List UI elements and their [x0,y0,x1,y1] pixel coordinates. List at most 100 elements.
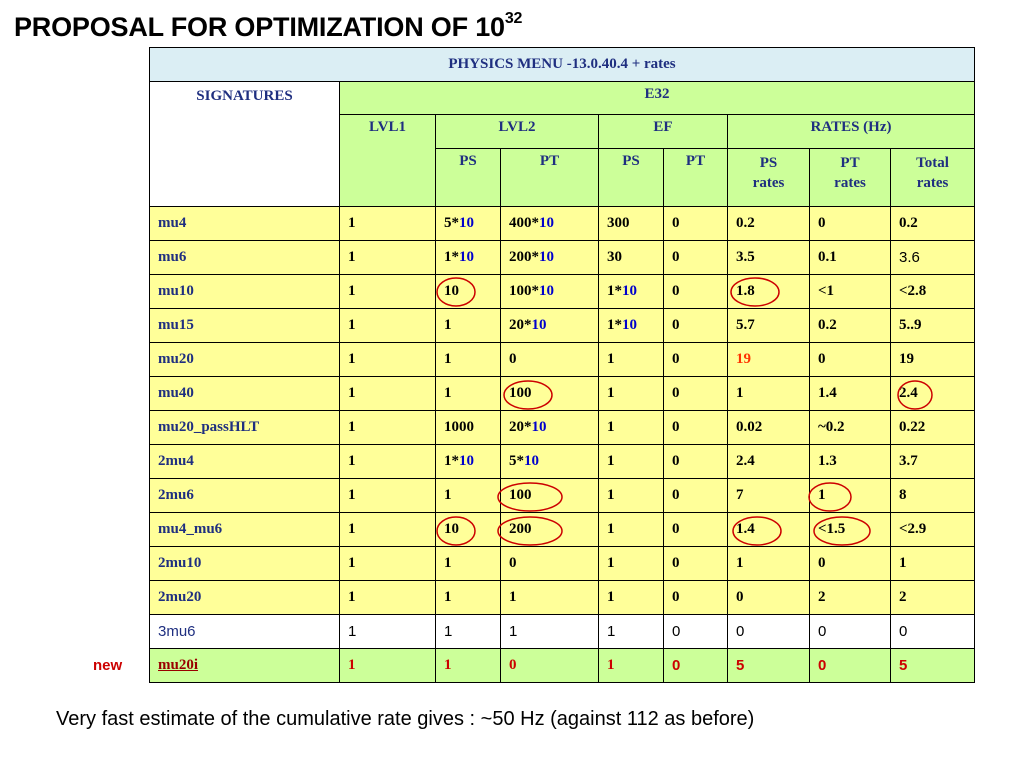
ef-ps-cell: 1 [598,478,664,513]
pt-rate-cell: 0 [809,342,891,377]
lvl2-ps-cell: 1000 [435,410,501,445]
lvl2-ps-cell: 1 [435,648,501,683]
lvl2-pt-cell: 400*10 [500,206,599,241]
lvl2-pt-cell: 1 [500,580,599,615]
ef-ps-cell: 1 [598,410,664,445]
pt-rate-cell: 1.3 [809,444,891,479]
signature-cell: mu20i [149,648,340,683]
ef-pt-cell: 0 [663,376,728,411]
ef-ps-cell: 1 [598,512,664,547]
lvl1-cell: 1 [339,444,436,479]
total-rate-cell: <2.8 [889,274,976,309]
lvl1-header: LVL1 [339,114,436,207]
table-row: mu6 1 1*10 200*10 30 0 3.5 0.1 3.6 [149,240,976,275]
table-row: mu4 1 5*10 400*10 300 0 0.2 0 0.2 [149,206,976,241]
ef-ps-cell: 1 [598,376,664,411]
table-row: 2mu4 1 1*10 5*10 1 0 2.4 1.3 3.7 [149,444,976,479]
lvl2-pt-cell: 20*10 [500,308,599,343]
signature-cell: mu15 [149,308,340,343]
total-rate-cell: 0.2 [889,206,976,241]
ps-rate-cell: 5.7 [727,308,810,343]
lvl1-cell: 1 [339,410,436,445]
lvl1-cell: 1 [339,206,436,241]
lvl1-cell: 1 [339,274,436,309]
rates-header: RATES (Hz) [726,114,976,149]
ef-ps-cell: 1*10 [598,308,664,343]
ef-pt-cell: 0 [663,444,728,479]
ef-pt-cell: 0 [663,512,728,547]
ef-pt-cell: 0 [663,410,728,445]
lvl2-ps-cell: 5*10 [435,206,501,241]
ps-rate-cell: 0.02 [727,410,810,445]
pt-rate-cell: 0 [809,206,891,241]
lvl2-ps-cell: 1 [435,308,501,343]
lvl1-cell: 1 [339,648,436,683]
lvl2-ps-cell: 10 [435,512,501,547]
pt-rate-cell: 0 [809,648,891,683]
lvl1-cell: 1 [339,308,436,343]
table-row: mu4_mu6 1 10 200 1 0 1.4 <1.5 <2.9 [149,512,976,547]
pt-rate-cell: 0.1 [809,240,891,275]
ps-rate-cell: 1 [727,376,810,411]
ef-pt-cell: 0 [663,342,728,377]
pt-rate-cell: <1.5 [809,512,891,547]
total-rate-cell: 0.22 [889,410,976,445]
ps-rate-cell: 2.4 [727,444,810,479]
total-rate-cell: 1 [889,546,976,581]
lvl2-ps-cell: 1 [435,546,501,581]
ps-rate-cell: 1.4 [727,512,810,547]
pt-rates-header: PT rates [809,148,891,207]
ef-pt-cell: 0 [663,580,728,615]
table-row: 2mu20 1 1 1 1 0 0 2 2 [149,580,976,615]
lvl2-header: LVL2 [435,114,599,149]
table-row: mu15 1 1 20*10 1*10 0 5.7 0.2 5..9 [149,308,976,343]
ps-rates-header: PS rates [727,148,810,207]
table-row: mu40 1 1 100 1 0 1 1.4 2.4 [149,376,976,411]
physics-menu-table: PHYSICS MENU -13.0.40.4 + rates SIGNATUR… [148,47,976,683]
signature-cell: mu10 [149,274,340,309]
ps-rate-cell: 3.5 [727,240,810,275]
total-rate-cell: 0 [889,614,976,649]
signature-cell: 2mu6 [149,478,340,513]
ps-rate-cell: 0 [727,614,810,649]
ef-pt-cell: 0 [663,648,728,683]
lvl2-ps-cell: 1 [435,614,501,649]
ps-rate-cell: 5 [727,648,810,683]
lvl2-pt-cell: 100 [500,478,599,513]
page-title: PROPOSAL FOR OPTIMIZATION OF 1032 [14,10,522,43]
ef-ps-header: PS [598,148,664,207]
lvl2-pt-cell: 0 [500,546,599,581]
lvl2-ps-cell: 1 [435,342,501,377]
lvl2-ps-cell: 1 [435,580,501,615]
ef-pt-cell: 0 [663,478,728,513]
menu-title: PHYSICS MENU -13.0.40.4 + rates [148,47,976,82]
ef-pt-cell: 0 [663,274,728,309]
footer-note: Very fast estimate of the cumulative rat… [56,708,755,730]
lvl2-ps-cell: 1 [435,478,501,513]
table-row: mu20_passHLT 1 1000 20*10 1 0 0.02 ~0.2 0.22 [149,410,976,445]
lvl1-cell: 1 [339,546,436,581]
total-rate-cell: 3.7 [889,444,976,479]
e32-header: E32 [338,81,976,115]
lvl2-ps-cell: 1 [435,376,501,411]
table-row: mu20 1 1 0 1 0 19 0 19 [149,342,976,377]
lvl2-pt-cell: 0 [500,342,599,377]
lvl2-pt-cell: 1 [500,614,599,649]
lvl1-cell: 1 [339,614,436,649]
lvl2-ps-cell: 1*10 [435,240,501,275]
lvl2-ps-header: PS [435,148,501,207]
signature-cell: mu20_passHLT [149,410,340,445]
ef-ps-cell: 1 [598,648,664,683]
table-row: 3mu6 1 1 1 1 0 0 0 0 [149,614,976,649]
ps-rate-cell: 0 [727,580,810,615]
title-text: PROPOSAL FOR OPTIMIZATION OF 10 [14,12,505,42]
lvl2-pt-cell: 200 [500,512,599,547]
ef-pt-cell: 0 [663,546,728,581]
ef-ps-cell: 1 [598,580,664,615]
total-rate-cell: <2.9 [889,512,976,547]
ef-ps-cell: 1 [598,444,664,479]
signature-cell: 3mu6 [149,614,340,649]
pt-rate-cell: ~0.2 [809,410,891,445]
pt-rate-cell: 0 [809,614,891,649]
ef-ps-cell: 1 [598,546,664,581]
